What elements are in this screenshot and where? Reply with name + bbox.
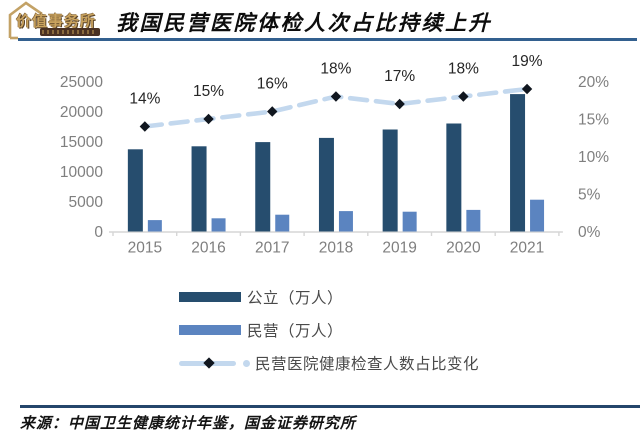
svg-text:2020: 2020 xyxy=(446,240,481,257)
chart-canvas: 0 5000 10000 15000 20000 25000 0% 5% 10% 15% 20% 20… xyxy=(60,53,609,257)
svg-text:17%: 17% xyxy=(384,68,415,85)
diamond-marker-icon xyxy=(203,356,215,369)
svg-text:19%: 19% xyxy=(512,53,543,70)
svg-text:5%: 5% xyxy=(578,187,601,204)
svg-text:10000: 10000 xyxy=(60,164,103,181)
svg-text:20%: 20% xyxy=(578,74,609,91)
svg-text:20000: 20000 xyxy=(60,104,103,121)
svg-text:2017: 2017 xyxy=(255,240,289,257)
svg-text:2021: 2021 xyxy=(510,240,544,257)
legend-label-ratio-line: 民营医院健康检查人数占比变化 xyxy=(255,356,480,373)
footer-rule xyxy=(20,405,640,408)
svg-text:16%: 16% xyxy=(257,76,288,93)
svg-text:0: 0 xyxy=(94,224,103,241)
logo-text: 价值事务所 xyxy=(16,13,97,30)
title-rule xyxy=(18,38,637,41)
legend-label-public: 公立（万人） xyxy=(247,290,344,307)
svg-text:15000: 15000 xyxy=(60,134,103,151)
svg-text:5000: 5000 xyxy=(69,194,104,211)
svg-text:10%: 10% xyxy=(578,149,609,166)
svg-text:15%: 15% xyxy=(578,112,609,129)
svg-text:2018: 2018 xyxy=(319,240,353,257)
legend-swatch-line xyxy=(179,356,236,369)
legend-label-private: 民营（万人） xyxy=(247,323,344,340)
legend-swatch-public xyxy=(179,292,241,302)
svg-text:2015: 2015 xyxy=(128,240,162,257)
legend-dash-dot xyxy=(243,359,250,367)
house-icon xyxy=(8,1,43,40)
legend-item-ratio-line: 民营医院健康检查人数占比变化 xyxy=(179,353,479,373)
svg-text:18%: 18% xyxy=(448,61,479,78)
svg-text:2019: 2019 xyxy=(382,240,416,257)
svg-text:25000: 25000 xyxy=(60,74,103,91)
svg-text:0%: 0% xyxy=(578,224,601,241)
svg-text:15%: 15% xyxy=(193,83,224,100)
chart-legend: 公立（万人） 民营（万人） 民营医院健康检查人数占比变化 xyxy=(179,287,479,373)
svg-text:18%: 18% xyxy=(320,61,351,78)
page-title: 我国民营医院体检人次占比持续上升 xyxy=(116,11,492,35)
svg-text:14%: 14% xyxy=(129,91,160,108)
legend-item-private: 民营（万人） xyxy=(179,320,479,340)
logo-banner xyxy=(40,28,100,36)
legend-item-public: 公立（万人） xyxy=(179,287,479,307)
svg-text:2016: 2016 xyxy=(191,240,225,257)
legend-swatch-private xyxy=(179,325,241,335)
logo: 价值事务所 xyxy=(4,1,108,41)
source-note: 来源：中国卫生健康统计年鉴，国金证券研究所 xyxy=(20,416,357,432)
